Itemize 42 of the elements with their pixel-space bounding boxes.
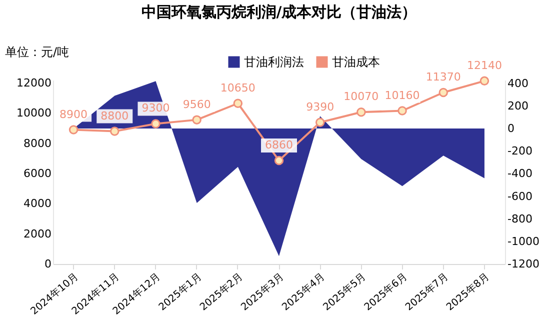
y2-tick-label: -1000 bbox=[508, 234, 540, 248]
point bbox=[192, 115, 202, 124]
point bbox=[68, 125, 78, 134]
legend-label: 甘油利润法 bbox=[244, 55, 304, 69]
data-label: 9560 bbox=[182, 98, 211, 111]
data-label: 8800 bbox=[100, 109, 129, 122]
y-tick-label: 4000 bbox=[24, 197, 52, 210]
y-tick-label: 8000 bbox=[24, 136, 52, 150]
data-label: 6860 bbox=[265, 138, 293, 152]
point bbox=[356, 108, 366, 117]
y2-tick-label: 400 bbox=[508, 76, 528, 90]
data-label: 12140 bbox=[466, 58, 502, 72]
point bbox=[480, 76, 490, 86]
point bbox=[110, 126, 120, 136]
legend-label: 甘油成本 bbox=[332, 55, 380, 69]
data-label: 9300 bbox=[142, 102, 170, 115]
data-label: 9390 bbox=[306, 100, 334, 114]
point bbox=[398, 106, 407, 116]
y2-tick-label: 0 bbox=[508, 122, 514, 136]
y2-tick-label: 200 bbox=[508, 99, 528, 112]
y2-tick-label: -800 bbox=[508, 212, 532, 226]
point bbox=[438, 88, 448, 98]
point bbox=[233, 98, 243, 108]
data-label: 10650 bbox=[220, 81, 256, 94]
data-label: 8900 bbox=[60, 108, 88, 121]
data-label: 10070 bbox=[344, 90, 379, 104]
text: 单位：元/吨 bbox=[5, 45, 70, 59]
point bbox=[151, 119, 160, 128]
y2-tick-label: -600 bbox=[508, 190, 532, 203]
y-tick-label: 12000 bbox=[16, 76, 52, 90]
chart-title: 中国环氧氯丙烷利润/成本对比（甘油法） bbox=[141, 3, 417, 21]
y2-tick-label: -1200 bbox=[508, 258, 540, 270]
y-tick-label: 2000 bbox=[24, 227, 52, 240]
y2-tick-label: -200 bbox=[508, 144, 532, 158]
point bbox=[274, 156, 284, 166]
data-label: 11370 bbox=[426, 70, 461, 84]
y-tick-label: 0 bbox=[44, 258, 52, 270]
y2-tick-label: -400 bbox=[508, 167, 532, 180]
point bbox=[315, 118, 325, 127]
y-tick-label: 10000 bbox=[16, 106, 52, 120]
y-tick-label: 6000 bbox=[24, 167, 52, 180]
data-label: 10160 bbox=[384, 88, 420, 102]
